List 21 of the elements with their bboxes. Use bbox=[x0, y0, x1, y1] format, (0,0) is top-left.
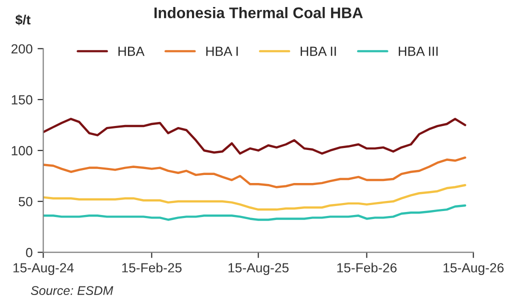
legend-label: HBA I bbox=[206, 46, 238, 56]
legend-label: HBA bbox=[118, 46, 144, 56]
legend-label: HBA II bbox=[300, 46, 336, 56]
y-tick-label: 150 bbox=[12, 95, 32, 104]
x-tick-label: 15-Aug-25 bbox=[228, 263, 289, 276]
line-series bbox=[43, 204, 466, 221]
x-tick-label: 15-Feb-25 bbox=[122, 262, 182, 272]
x-tick-label: 15-Aug-26 bbox=[444, 263, 504, 276]
x-tick-label: 15-Feb-26 bbox=[337, 262, 397, 272]
line-series bbox=[43, 118, 466, 155]
x-tick-label: 15-Aug-24 bbox=[13, 263, 74, 276]
source-note: Source: ESDM bbox=[30, 286, 114, 296]
y-tick-label: 0 bbox=[26, 248, 32, 258]
line-series bbox=[43, 184, 466, 211]
line-series bbox=[43, 156, 466, 188]
y-tick-label: 100 bbox=[12, 146, 32, 156]
chart-title: Indonesia Thermal Coal HBA bbox=[154, 7, 363, 18]
y-tick-label: 50 bbox=[18, 196, 32, 206]
y-tick-label: 200 bbox=[12, 44, 32, 54]
legend-label: HBA III bbox=[398, 46, 438, 56]
y-axis-title: $/t bbox=[15, 14, 31, 26]
